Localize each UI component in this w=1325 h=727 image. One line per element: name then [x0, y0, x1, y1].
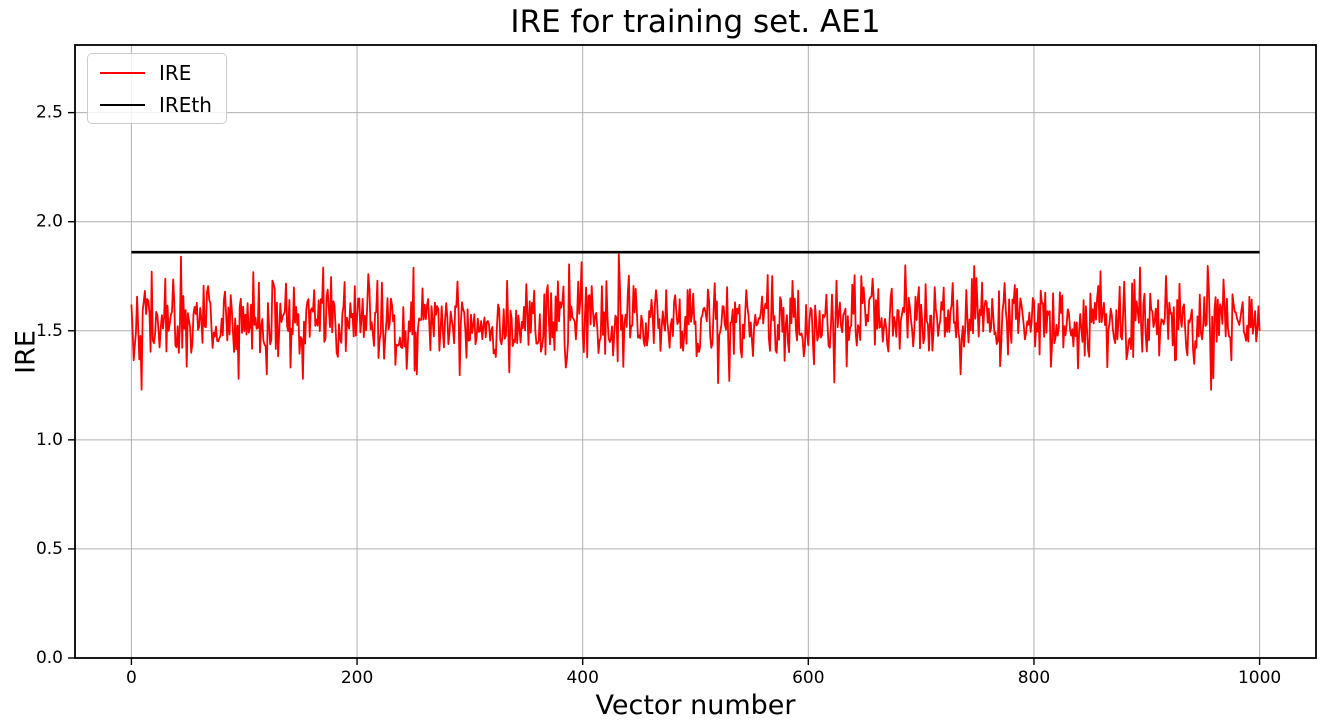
y-tick-label: 2.0 — [36, 212, 63, 232]
legend-item-ire: IRE — [100, 62, 226, 84]
x-tick-label: 800 — [1018, 668, 1050, 688]
y-tick-label: 2.5 — [36, 103, 63, 123]
x-axis-label: Vector number — [595, 690, 796, 721]
y-tick-label: 1.5 — [36, 321, 63, 341]
ireth-legend-line-swatch — [100, 103, 145, 106]
y-tick-label: 0.5 — [36, 539, 63, 559]
y-axis-label: IRE — [10, 330, 42, 374]
x-tick-label: 400 — [566, 668, 598, 688]
x-tick-label: 200 — [341, 668, 373, 688]
x-tick-label: 1000 — [1238, 668, 1281, 688]
x-tick-label: 600 — [792, 668, 824, 688]
legend-label-ireth: IREth — [159, 92, 212, 117]
ire-line — [130, 253, 1261, 391]
legend-label-ire: IRE — [159, 60, 192, 85]
legend: IRE IREth — [87, 53, 227, 124]
ire-legend-line-swatch — [100, 71, 145, 74]
legend-item-ireth: IREth — [100, 94, 226, 116]
chart-title: IRE for training set. AE1 — [510, 4, 881, 40]
y-tick-label: 1.0 — [36, 430, 63, 450]
y-tick-label: 0.0 — [36, 648, 63, 668]
plot-border — [74, 44, 1317, 659]
x-tick-label: 0 — [126, 668, 137, 688]
